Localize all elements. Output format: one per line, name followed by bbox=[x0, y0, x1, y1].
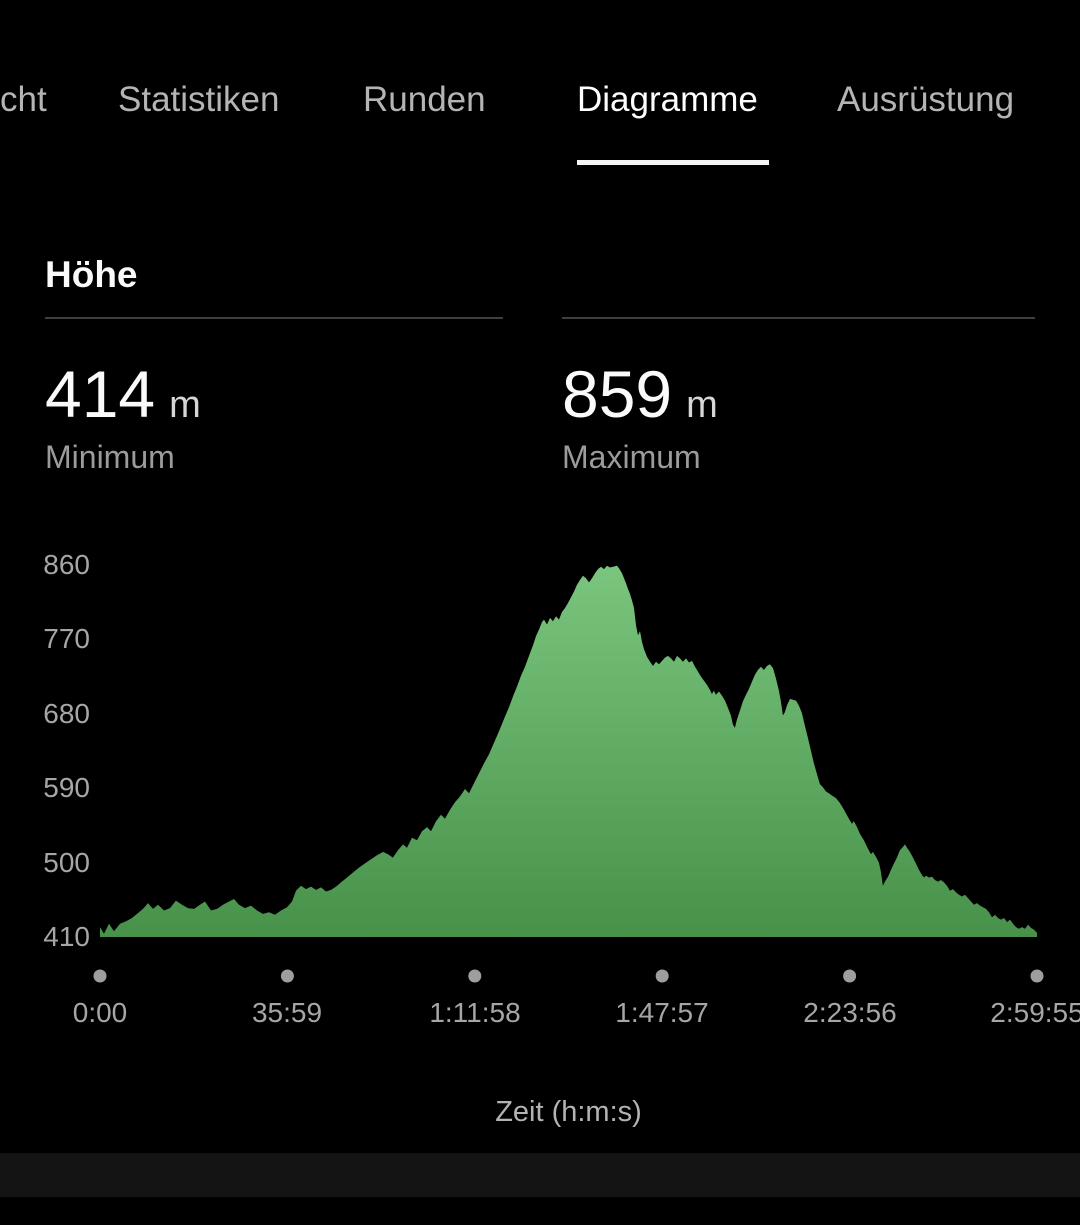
x-tick-label: 1:47:57 bbox=[615, 997, 709, 1028]
tick-dot bbox=[93, 969, 107, 983]
stat-maximum: 859 m Maximum bbox=[562, 358, 718, 476]
stat-minimum: 414 m Minimum bbox=[45, 358, 201, 476]
max-label: Maximum bbox=[562, 439, 701, 475]
x-axis-title: Zeit (h:m:s) bbox=[495, 1096, 642, 1128]
tick-dot bbox=[468, 969, 482, 983]
min-unit: m bbox=[169, 384, 201, 426]
tick-dot bbox=[280, 969, 294, 983]
y-tick-label: 500 bbox=[43, 847, 90, 878]
page-title: Höhe bbox=[45, 253, 138, 295]
y-tick-label: 590 bbox=[43, 772, 90, 803]
tab-diagramme[interactable]: Diagramme bbox=[577, 80, 758, 119]
divider bbox=[45, 317, 503, 319]
bottom-system-bar bbox=[0, 1153, 1080, 1197]
tab-uebersicht-truncated[interactable]: cht bbox=[0, 80, 47, 119]
x-tick-label: 1:11:58 bbox=[429, 997, 521, 1028]
elevation-area bbox=[100, 565, 1037, 937]
divider bbox=[562, 317, 1035, 319]
y-tick-label: 680 bbox=[43, 698, 90, 729]
active-tab-indicator bbox=[577, 160, 769, 165]
min-value: 414 bbox=[45, 357, 156, 431]
x-axis-tick-dots bbox=[93, 969, 1044, 983]
x-tick-label: 2:23:56 bbox=[803, 997, 897, 1028]
tick-dot bbox=[843, 969, 857, 983]
x-tick-label: 35:59 bbox=[251, 997, 323, 1028]
y-tick-label: 410 bbox=[43, 921, 90, 952]
y-tick-label: 860 bbox=[43, 549, 90, 580]
min-label: Minimum bbox=[45, 439, 175, 475]
tick-dot bbox=[1030, 969, 1044, 983]
x-tick-label: 0:00 bbox=[72, 997, 128, 1028]
tab-statistiken[interactable]: Statistiken bbox=[118, 80, 280, 119]
tab-runden[interactable]: Runden bbox=[363, 80, 486, 119]
max-value: 859 bbox=[562, 357, 673, 431]
tab-bar: cht Statistiken Runden Diagramme Ausrüst… bbox=[0, 0, 1080, 170]
tab-ausruestung[interactable]: Ausrüstung bbox=[837, 80, 1015, 119]
y-tick-label: 770 bbox=[43, 623, 90, 654]
max-unit: m bbox=[686, 384, 718, 426]
tick-dot bbox=[655, 969, 669, 983]
x-tick-label: 2:59:55 bbox=[990, 997, 1080, 1028]
